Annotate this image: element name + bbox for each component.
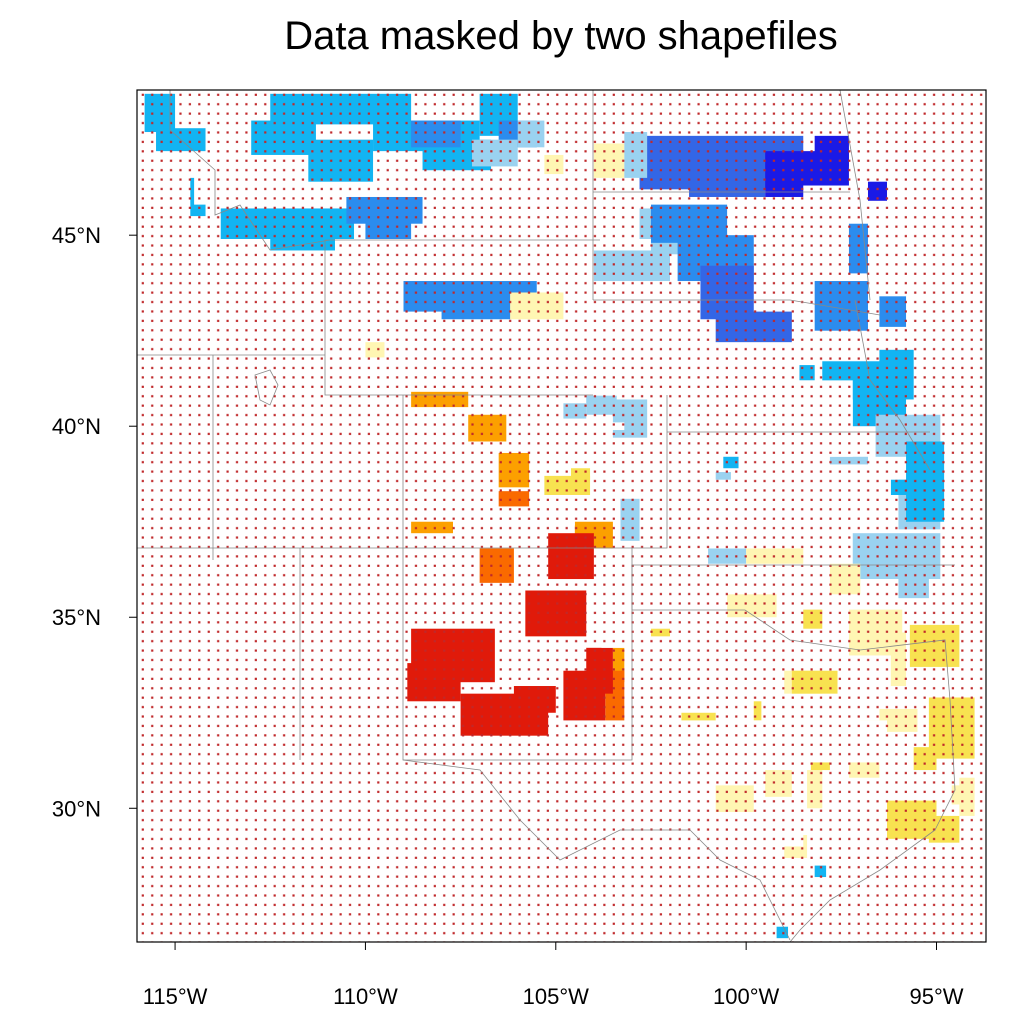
grid-point-markers xyxy=(137,90,986,942)
axis-ticks: 115°W 110°W 105°W 100°W 95°W 45°N 40°N 35°N 30°N xyxy=(52,223,964,1009)
border-tx-mexico xyxy=(402,759,791,941)
lon-tick-label: 100°W xyxy=(713,984,780,1009)
map-frame xyxy=(136,89,987,943)
map-plot-area xyxy=(137,90,986,942)
lat-tick-label: 40°N xyxy=(52,414,101,439)
border-colorado xyxy=(402,395,668,549)
border-sd-ne xyxy=(593,299,881,316)
lon-tick-label: 105°W xyxy=(523,984,590,1009)
lon-tick-label: 110°W xyxy=(333,984,398,1009)
border-ne-iowa xyxy=(854,299,931,471)
border-nm-tx xyxy=(402,548,633,761)
lon-tick-label: 115°W xyxy=(143,984,208,1009)
border-arizona xyxy=(137,547,403,760)
border-wyoming-south xyxy=(324,240,593,396)
border-idaho-montana xyxy=(169,90,331,251)
border-mn xyxy=(839,90,871,301)
border-tx-la xyxy=(934,699,956,831)
lon-tick-label: 95°W xyxy=(909,984,963,1009)
lat-tick-label: 35°N xyxy=(52,605,101,630)
border-great-salt-lake xyxy=(254,369,279,406)
lat-tick-label: 45°N xyxy=(52,223,101,248)
border-gulf-coast xyxy=(789,829,936,942)
border-ok-tx xyxy=(631,565,951,701)
map-title: Data masked by two shapefiles xyxy=(284,14,838,58)
state-borders xyxy=(137,90,956,942)
lat-tick-label: 30°N xyxy=(52,796,101,821)
